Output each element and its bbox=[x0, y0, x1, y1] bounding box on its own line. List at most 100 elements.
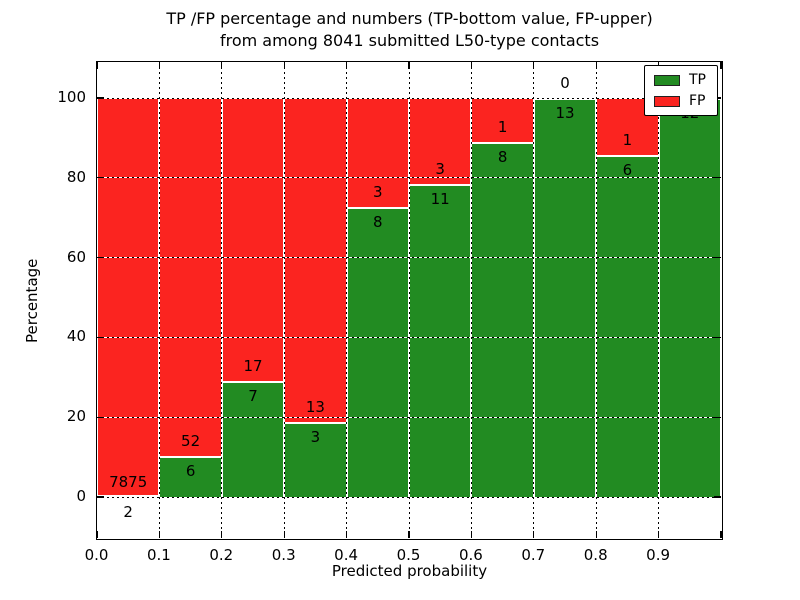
tp-count-label: 13 bbox=[555, 104, 575, 122]
x-tick-mark-top bbox=[283, 62, 285, 69]
x-tick-mark-top bbox=[533, 62, 535, 69]
y-tick-mark-right bbox=[714, 177, 721, 179]
x-tick-label: 0.2 bbox=[209, 546, 234, 564]
stacked-bar bbox=[284, 98, 347, 497]
x-tick-mark bbox=[158, 531, 160, 538]
y-tick-mark bbox=[97, 257, 104, 259]
x-tick-mark-top bbox=[158, 62, 160, 69]
bar-segment-fp bbox=[472, 98, 533, 143]
x-tick-mark bbox=[595, 531, 597, 538]
fp-count-label: 1 bbox=[497, 118, 508, 137]
fp-count-label: 1 bbox=[622, 131, 633, 150]
y-axis-label: Percentage bbox=[23, 258, 41, 343]
x-tick-mark-top bbox=[408, 62, 410, 69]
v-gridline bbox=[346, 62, 348, 538]
tp-count-label: 3 bbox=[310, 428, 321, 447]
x-tick-mark bbox=[533, 531, 535, 538]
tp-count-label: 2 bbox=[123, 502, 133, 521]
y-tick-mark-right bbox=[714, 336, 721, 338]
y-tick-mark bbox=[97, 496, 104, 498]
stacked-bar bbox=[221, 98, 285, 497]
bar-segment-fp bbox=[222, 98, 284, 381]
legend: TP FP bbox=[644, 65, 718, 116]
tp-count-label: 11 bbox=[430, 189, 450, 208]
x-tick-label: 0.5 bbox=[396, 546, 421, 564]
v-gridline bbox=[533, 62, 535, 538]
legend-label-tp: TP bbox=[689, 72, 706, 88]
stacked-bar bbox=[409, 98, 472, 497]
legend-item-tp: TP bbox=[654, 73, 706, 87]
v-gridline bbox=[470, 62, 472, 538]
x-tick-mark bbox=[346, 531, 348, 538]
legend-swatch-fp-icon bbox=[654, 95, 680, 107]
fp-count-label: 7875 bbox=[109, 472, 148, 491]
x-tick-label: 0.9 bbox=[646, 546, 671, 564]
x-tick-mark bbox=[408, 531, 410, 538]
bar-segment-fp bbox=[98, 98, 159, 497]
x-tick-mark-top bbox=[595, 62, 597, 69]
x-tick-label: 0.7 bbox=[521, 546, 546, 564]
stacked-bar bbox=[533, 98, 597, 497]
legend-label-fp: FP bbox=[689, 93, 706, 109]
bar-segment-tp bbox=[597, 155, 658, 497]
stacked-bar bbox=[596, 98, 659, 497]
y-tick-mark bbox=[97, 336, 104, 338]
bar-segment-tp bbox=[410, 183, 471, 497]
fp-count-label: 3 bbox=[435, 159, 445, 178]
fp-count-label: 13 bbox=[305, 398, 325, 417]
tp-count-label: 7 bbox=[248, 386, 258, 405]
v-gridline bbox=[221, 62, 223, 538]
chart-title-line1: TP /FP percentage and numbers (TP-bottom… bbox=[166, 9, 653, 28]
bar-segment-tp bbox=[534, 98, 596, 497]
bar-segment-tp bbox=[472, 142, 533, 497]
x-tick-label: 0.4 bbox=[334, 546, 359, 564]
y-tick-label: 60 bbox=[66, 247, 86, 266]
y-tick-label: 80 bbox=[66, 167, 86, 186]
stacked-bar bbox=[159, 98, 222, 497]
bar-segment-tp bbox=[160, 455, 221, 497]
tp-count-label: 6 bbox=[185, 461, 196, 480]
tp-count-label: 6 bbox=[622, 161, 633, 180]
y-tick-mark-right bbox=[714, 416, 721, 418]
fp-count-label: 0 bbox=[560, 74, 570, 92]
y-tick-mark bbox=[97, 177, 104, 179]
bar-segment-fp bbox=[410, 98, 471, 184]
stacked-bar bbox=[97, 98, 160, 497]
stacked-bar bbox=[658, 98, 721, 497]
x-tick-label: 0.1 bbox=[146, 546, 171, 564]
y-tick-mark-right bbox=[714, 257, 721, 259]
v-gridline bbox=[283, 62, 285, 538]
x-tick-mark bbox=[283, 531, 285, 538]
bar-segment-tp bbox=[659, 98, 720, 497]
v-gridline bbox=[595, 62, 597, 538]
v-gridline bbox=[408, 62, 410, 538]
bar-segment-fp bbox=[285, 98, 346, 423]
x-axis-label: Predicted probability bbox=[331, 562, 488, 580]
x-tick-mark-top bbox=[720, 62, 722, 69]
fp-count-label: 17 bbox=[243, 356, 263, 375]
x-tick-mark bbox=[658, 531, 660, 538]
x-tick-label: 0.0 bbox=[84, 546, 109, 564]
bar-segment-tp bbox=[222, 380, 284, 497]
v-gridline bbox=[658, 62, 660, 538]
x-tick-label: 0.3 bbox=[271, 546, 296, 564]
tp-count-label: 8 bbox=[373, 212, 383, 231]
y-tick-mark bbox=[97, 97, 104, 99]
legend-item-fp: FP bbox=[654, 94, 706, 108]
plot-area: 78752526177133383111801316012 TP FP bbox=[96, 61, 723, 540]
y-tick-label: 100 bbox=[57, 88, 86, 106]
x-tick-mark bbox=[470, 531, 472, 538]
stacked-bar bbox=[471, 98, 534, 497]
y-tick-label: 40 bbox=[66, 327, 86, 346]
v-gridline bbox=[158, 62, 160, 538]
x-tick-mark bbox=[720, 531, 722, 538]
x-tick-label: 0.8 bbox=[583, 546, 608, 564]
x-tick-mark-top bbox=[470, 62, 472, 69]
bar-segment-fp bbox=[160, 98, 221, 456]
bar-segment-fp bbox=[347, 98, 408, 207]
y-tick-label: 0 bbox=[76, 487, 86, 505]
legend-swatch-tp-icon bbox=[654, 74, 680, 86]
stacked-bar bbox=[346, 98, 409, 497]
bar-segment-tp bbox=[98, 495, 159, 497]
